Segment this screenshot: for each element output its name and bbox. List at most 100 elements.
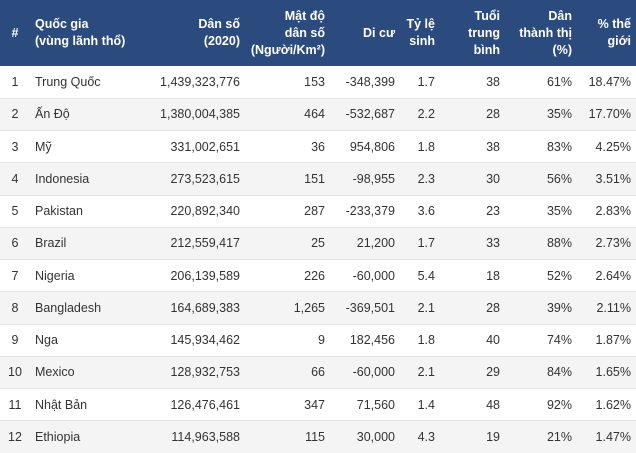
table-cell: 164,689,383 (150, 291, 245, 325)
table-cell: 4.25% (577, 130, 636, 164)
table-body: 1 Trung Quốc 1,439,323,776 153 -348,399 1.7 38… (0, 66, 636, 453)
table-cell: 39% (505, 291, 577, 325)
table-cell: 12 (0, 420, 30, 453)
table-cell: 4.3 (400, 420, 440, 453)
table-cell: 1,439,323,776 (150, 66, 245, 99)
table-cell: -233,379 (330, 195, 400, 228)
table-cell: Nigeria (30, 259, 150, 293)
column-header: % thế giới (577, 0, 636, 66)
table-cell: 18 (440, 259, 505, 293)
table-row: 12 Ethiopia 114,963,588 115 30,000 4.3 19 21% 1.… (0, 420, 636, 453)
table-cell: Mỹ (30, 130, 150, 164)
table-cell: 5 (0, 195, 30, 228)
table-cell: 1.8 (400, 324, 440, 357)
table-cell: 11 (0, 388, 30, 422)
table-cell: 21,200 (330, 227, 400, 261)
table-cell: 2.3 (400, 162, 440, 196)
table-cell: 38 (440, 66, 505, 99)
table-cell: 1.4 (400, 388, 440, 422)
table-cell: 1.7 (400, 66, 440, 99)
table-cell: 145,934,462 (150, 324, 245, 357)
table-cell: Bangladesh (30, 291, 150, 325)
table-cell: 84% (505, 356, 577, 390)
table-cell: -369,501 (330, 291, 400, 325)
table-cell: 1,265 (245, 291, 330, 325)
table-row: 8 Bangladesh 164,689,383 1,265 -369,501 2.1 28… (0, 291, 636, 325)
table-cell: 40 (440, 324, 505, 357)
table-cell: Ấn Độ (30, 98, 150, 132)
table-cell: 1.47% (577, 420, 636, 453)
column-header: Di cư (330, 0, 400, 66)
table-cell: 273,523,615 (150, 162, 245, 196)
column-header: Tỷ lệ sinh (400, 0, 440, 66)
column-header: Dân số (2020) (150, 0, 245, 66)
table-cell: 83% (505, 130, 577, 164)
table-cell: 9 (0, 324, 30, 357)
table-cell: Trung Quốc (30, 66, 150, 99)
table-cell: 7 (0, 259, 30, 293)
table-cell: 2.64% (577, 259, 636, 293)
table-row: 3 Mỹ 331,002,651 36 954,806 1.8 38 83% 4.25% (0, 130, 636, 164)
table-row: 5 Pakistan 220,892,340 287 -233,379 3.6 23 35% 2… (0, 195, 636, 228)
table-cell: 92% (505, 388, 577, 422)
table-cell: 61% (505, 66, 577, 99)
table-row: 2 Ấn Độ 1,380,004,385 464 -532,687 2.2 28 35% 17… (0, 98, 636, 132)
table-cell: 212,559,417 (150, 227, 245, 261)
table-cell: 347 (245, 388, 330, 422)
table-cell: 331,002,651 (150, 130, 245, 164)
table-cell: 151 (245, 162, 330, 196)
table-cell: 3.51% (577, 162, 636, 196)
table-cell: 1.62% (577, 388, 636, 422)
table-cell: 954,806 (330, 130, 400, 164)
table-cell: Ethiopia (30, 420, 150, 453)
table-cell: 74% (505, 324, 577, 357)
table-cell: 128,932,753 (150, 356, 245, 390)
table-cell: -98,955 (330, 162, 400, 196)
table-cell: 2.2 (400, 98, 440, 132)
table-cell: -348,399 (330, 66, 400, 99)
table-cell: 28 (440, 98, 505, 132)
table-row: 9 Nga 145,934,462 9 182,456 1.8 40 74% 1.87% (0, 324, 636, 357)
table-cell: 33 (440, 227, 505, 261)
header-row: # Quốc gia (vùng lãnh thổ) Dân số (2020) Mậ… (0, 0, 636, 66)
table-cell: Nhật Bản (30, 388, 150, 422)
table-row: 1 Trung Quốc 1,439,323,776 153 -348,399 1.7 38… (0, 66, 636, 99)
table-cell: 115 (245, 420, 330, 453)
table-cell: 66 (245, 356, 330, 390)
table-cell: 48 (440, 388, 505, 422)
table-cell: 153 (245, 66, 330, 99)
table-cell: 2 (0, 98, 30, 132)
table-cell: 6 (0, 227, 30, 261)
table-cell: 21% (505, 420, 577, 453)
table-cell: 23 (440, 195, 505, 228)
table-cell: 17.70% (577, 98, 636, 132)
column-header: # (0, 0, 30, 66)
table-cell: 182,456 (330, 324, 400, 357)
table-cell: Indonesia (30, 162, 150, 196)
table-row: 6 Brazil 212,559,417 25 21,200 1.7 33 88% 2.73% (0, 227, 636, 261)
column-header: Mật độ dân số (Người/Km²) (245, 0, 330, 66)
table-cell: 35% (505, 195, 577, 228)
table-cell: 226 (245, 259, 330, 293)
table-cell: 287 (245, 195, 330, 228)
table-cell: 2.1 (400, 291, 440, 325)
table-cell: 126,476,461 (150, 388, 245, 422)
table-cell: 52% (505, 259, 577, 293)
table-cell: Mexico (30, 356, 150, 390)
table-cell: 88% (505, 227, 577, 261)
table-cell: 220,892,340 (150, 195, 245, 228)
table-cell: Brazil (30, 227, 150, 261)
table-cell: 8 (0, 291, 30, 325)
column-header: Quốc gia (vùng lãnh thổ) (30, 0, 150, 66)
table-cell: 1.65% (577, 356, 636, 390)
table-cell: -60,000 (330, 259, 400, 293)
table-cell: 4 (0, 162, 30, 196)
table-row: 10 Mexico 128,932,753 66 -60,000 2.1 29 84% 1.65… (0, 356, 636, 390)
table-cell: 25 (245, 227, 330, 261)
table-cell: 2.83% (577, 195, 636, 228)
table-cell: 3.6 (400, 195, 440, 228)
table-cell: 206,139,589 (150, 259, 245, 293)
table-cell: 38 (440, 130, 505, 164)
